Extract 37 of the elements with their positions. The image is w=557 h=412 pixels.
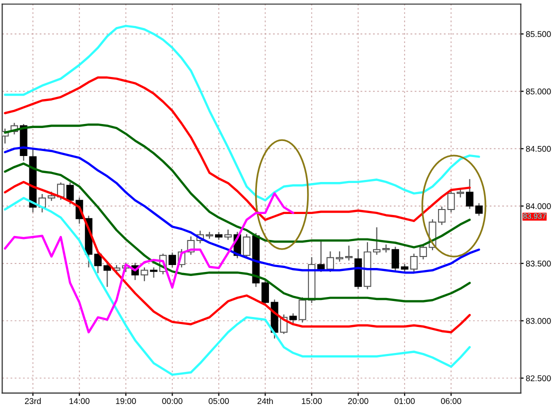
line-series bbox=[4, 192, 294, 334]
y-tick-label: 85.000 bbox=[526, 88, 551, 94]
candlestick bbox=[242, 234, 250, 258]
y-tick-label: 85.500 bbox=[526, 31, 551, 38]
line-series bbox=[4, 76, 471, 222]
x-tick-label: 15:00 bbox=[302, 398, 322, 404]
candlestick bbox=[224, 230, 232, 240]
x-tick-label: 23rd bbox=[24, 398, 41, 404]
y-tick-label: 84.500 bbox=[526, 146, 551, 152]
candlestick bbox=[410, 254, 418, 272]
x-tick-label: 14:00 bbox=[70, 398, 90, 404]
line-series bbox=[4, 123, 471, 248]
line-series bbox=[4, 180, 471, 334]
line-series bbox=[4, 24, 480, 202]
x-tick-label: 06:00 bbox=[440, 398, 462, 404]
x-tick-label: 20:00 bbox=[348, 398, 368, 404]
y-tick-label: 84.000 bbox=[526, 203, 551, 210]
candlestick bbox=[373, 227, 380, 255]
x-tick-label: 24th bbox=[258, 398, 273, 404]
x-tick-label: 01:00 bbox=[394, 398, 415, 404]
candlestick bbox=[168, 252, 176, 268]
candlestick bbox=[438, 206, 446, 225]
candlestick bbox=[261, 280, 269, 306]
x-tick-label: 19:00 bbox=[116, 398, 136, 404]
candlestick bbox=[104, 262, 111, 287]
candlestick bbox=[419, 244, 427, 260]
candlestick bbox=[150, 267, 158, 278]
y-tick-label: 83.000 bbox=[526, 318, 551, 324]
y-tick-label: 83.500 bbox=[526, 260, 551, 267]
y-tick-label: 82.500 bbox=[526, 375, 551, 382]
x-tick-label: 00:00 bbox=[162, 398, 182, 404]
candlestick bbox=[140, 267, 148, 282]
line-series bbox=[4, 196, 471, 376]
line-series bbox=[4, 146, 480, 274]
candlestick bbox=[298, 297, 306, 322]
candlestick bbox=[326, 251, 334, 272]
x-tick-label: 05:00 bbox=[208, 398, 229, 404]
